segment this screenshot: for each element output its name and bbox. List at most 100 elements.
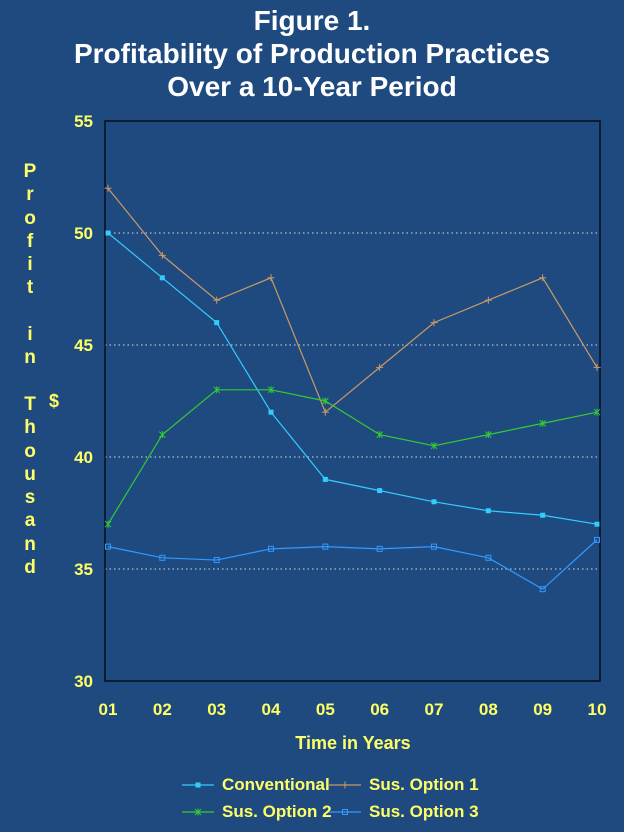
data-point-sus-option-2	[267, 386, 275, 394]
data-point-sus-option-1	[213, 296, 221, 304]
data-point-sus-option-1	[593, 363, 601, 371]
x-tick-label: 05	[316, 700, 335, 719]
y-axis-label-letter: T	[24, 393, 36, 415]
legend-item-sus-option-1: Sus. Option 1	[327, 775, 479, 795]
y-axis-label-letter: o	[24, 440, 36, 462]
chart-title-line3: Over a 10-Year Period	[167, 71, 457, 102]
data-point-sus-option-1	[430, 319, 438, 327]
series-line-conventional	[107, 232, 598, 525]
data-point-sus-option-1	[321, 408, 329, 416]
legend-label: Conventional	[222, 775, 330, 794]
data-point-sus-option-1	[104, 184, 112, 192]
legend-label: Sus. Option 2	[222, 802, 332, 821]
x-tick-label: 02	[153, 700, 172, 719]
data-point-sus-option-3	[376, 545, 383, 552]
legend-swatch	[182, 782, 214, 788]
plot-area	[104, 120, 601, 682]
data-point-conventional	[377, 488, 383, 494]
data-point-sus-option-2	[158, 431, 166, 439]
data-point-conventional	[540, 512, 546, 518]
y-axis-label-letter: n	[24, 533, 36, 555]
data-point-sus-option-2	[430, 442, 438, 450]
data-point-conventional	[322, 476, 328, 482]
y-tick-label: 50	[74, 224, 93, 243]
y-axis-unit-label: $	[49, 391, 60, 411]
data-point-sus-option-2	[213, 386, 221, 394]
data-point-sus-option-1	[539, 274, 547, 282]
chart-title-line2: Profitability of Production Practices	[73, 38, 551, 69]
data-point-sus-option-3	[268, 545, 274, 552]
x-tick-label: 09	[533, 700, 552, 719]
data-point-sus-option-1	[158, 251, 166, 259]
data-point-sus-option-2	[539, 419, 547, 427]
data-point-conventional	[485, 508, 491, 514]
y-axis-label-letter: s	[24, 487, 36, 509]
data-point-sus-option-3	[322, 543, 329, 550]
y-axis-label-letter: r	[26, 184, 34, 206]
data-point-conventional	[268, 409, 274, 415]
legend-marker	[195, 782, 201, 788]
series-line-sus-option-3	[107, 539, 598, 590]
y-tick-label: 30	[74, 672, 93, 691]
y-tick-label: 35	[74, 560, 93, 579]
y-axis-label-letter	[18, 370, 42, 393]
y-axis-label-letter: f	[26, 230, 34, 252]
x-tick-label: 10	[588, 700, 607, 719]
x-axis-label: Time in Years	[295, 733, 411, 753]
y-axis-label-letter: i	[27, 324, 33, 346]
data-point-sus-option-3	[213, 557, 220, 564]
data-point-conventional	[431, 499, 437, 505]
y-axis-label-letter: n	[24, 347, 36, 369]
chart-title-line1: Figure 1.	[253, 5, 371, 36]
chart-title: Figure 1. Profitability of Production Pr…	[0, 4, 624, 103]
y-tick-label: 45	[74, 336, 93, 355]
data-point-sus-option-3	[485, 554, 492, 561]
legend-marker	[341, 781, 349, 789]
y-axis-label-letter: d	[24, 557, 36, 579]
x-tick-label: 01	[99, 700, 118, 719]
data-point-conventional	[214, 320, 220, 326]
data-point-sus-option-3	[159, 554, 166, 561]
legend-swatch	[329, 781, 361, 789]
y-axis-label-letter	[18, 300, 42, 323]
y-axis-label-letter: i	[27, 254, 33, 276]
legend-label: Sus. Option 1	[369, 775, 479, 794]
x-tick-label: 06	[370, 700, 389, 719]
legend-item-sus-option-3: Sus. Option 3	[327, 802, 479, 822]
y-axis-label-letter: u	[24, 463, 36, 485]
x-tick-label: 04	[262, 700, 281, 719]
data-point-sus-option-1	[267, 274, 275, 282]
y-tick-label: 55	[74, 112, 93, 131]
y-axis-label-letter: o	[24, 207, 36, 229]
legend-marker	[342, 809, 348, 815]
data-point-sus-option-3	[105, 543, 111, 550]
data-point-sus-option-2	[104, 520, 112, 528]
data-point-sus-option-3	[539, 586, 546, 593]
data-point-sus-option-2	[593, 408, 601, 416]
legend-item-conventional: Conventional	[180, 775, 330, 795]
data-point-sus-option-3	[431, 543, 437, 550]
legend-item-sus-option-2: Sus. Option 2	[180, 802, 332, 822]
data-point-conventional	[594, 521, 600, 527]
data-point-sus-option-1	[484, 296, 492, 304]
series-line-sus-option-2	[107, 389, 598, 525]
y-tick-label: 40	[74, 448, 93, 467]
data-point-sus-option-2	[484, 431, 492, 439]
data-point-sus-option-3	[594, 536, 600, 543]
y-axis-label-letter: h	[24, 417, 36, 439]
y-axis-label-letter: P	[23, 161, 37, 182]
data-point-conventional	[105, 230, 111, 236]
data-point-conventional	[159, 275, 165, 281]
data-point-sus-option-1	[376, 363, 384, 371]
x-tick-label: 08	[479, 700, 498, 719]
y-axis-label-letter: a	[24, 510, 36, 532]
legend-swatch	[329, 809, 361, 815]
x-tick-label: 07	[425, 700, 444, 719]
x-tick-label: 03	[207, 700, 226, 719]
legend-marker	[194, 808, 202, 816]
data-point-sus-option-2	[321, 397, 329, 405]
series-line-sus-option-1	[107, 187, 598, 414]
legend-label: Sus. Option 3	[369, 802, 479, 821]
